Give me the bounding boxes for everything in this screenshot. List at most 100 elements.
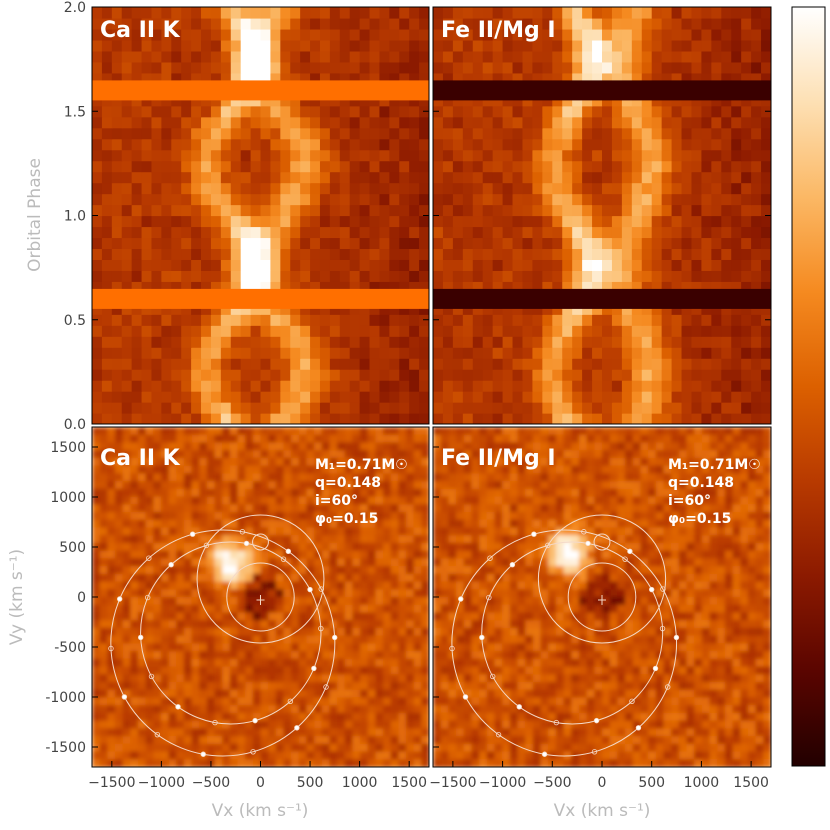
spectrum-pixel bbox=[512, 369, 524, 381]
map-pixel bbox=[383, 488, 392, 498]
map-pixel bbox=[176, 457, 185, 467]
spectrum-pixel bbox=[319, 215, 331, 228]
map-pixel bbox=[306, 597, 315, 606]
spectrum-pixel bbox=[409, 325, 420, 337]
spectrum-pixel bbox=[582, 336, 593, 348]
spectrum-pixel bbox=[300, 347, 311, 359]
map-pixel bbox=[183, 689, 193, 699]
spectrum-pixel bbox=[300, 105, 311, 118]
map-pixel bbox=[390, 427, 400, 436]
map-pixel bbox=[709, 488, 719, 498]
spectrum-pixel bbox=[191, 358, 202, 370]
spectrum-pixel bbox=[562, 182, 573, 195]
spectrum-pixel bbox=[691, 226, 703, 239]
map-pixel bbox=[229, 527, 239, 536]
map-pixel bbox=[245, 527, 254, 536]
spectrum-pixel bbox=[319, 248, 331, 260]
map-pixel bbox=[479, 442, 488, 451]
map-pixel bbox=[329, 697, 338, 706]
spectrum-pixel bbox=[101, 28, 113, 41]
spectrum-pixel bbox=[681, 402, 693, 414]
spectrum-pixel bbox=[101, 171, 113, 184]
map-pixel bbox=[540, 473, 550, 482]
map-pixel bbox=[352, 427, 361, 436]
spectrum-pixel bbox=[419, 303, 429, 315]
map-pixel bbox=[663, 496, 672, 506]
spectrum-pixel bbox=[300, 61, 311, 74]
map-pixel bbox=[360, 519, 369, 529]
spectrum-pixel bbox=[691, 50, 703, 63]
spectrum-pixel bbox=[141, 391, 153, 403]
map-pixel bbox=[314, 682, 323, 691]
spectrum-pixel bbox=[651, 281, 663, 293]
map-pixel bbox=[145, 620, 155, 629]
spectrum-pixel bbox=[181, 325, 192, 337]
map-pixel bbox=[229, 542, 239, 552]
spectrum-pixel bbox=[522, 72, 534, 85]
spectrum-pixel bbox=[339, 325, 351, 337]
map-pixel bbox=[471, 450, 480, 459]
spectrum-pixel bbox=[661, 116, 673, 129]
spectrum-pixel bbox=[369, 259, 381, 271]
map-pixel bbox=[107, 465, 116, 475]
map-pixel bbox=[306, 558, 315, 567]
spectrum-pixel bbox=[389, 369, 400, 381]
map-pixel bbox=[709, 434, 719, 444]
spectrum-pixel bbox=[240, 237, 252, 250]
spectrum-pixel bbox=[731, 39, 742, 52]
map-pixel bbox=[191, 581, 201, 591]
map-pixel bbox=[260, 658, 269, 668]
spectrum-pixel bbox=[482, 281, 494, 293]
spectrum-pixel bbox=[399, 248, 410, 260]
map-pixel bbox=[229, 535, 239, 544]
map-pixel bbox=[268, 728, 277, 737]
spectrum-pixel bbox=[641, 215, 653, 228]
map-pixel bbox=[390, 512, 400, 521]
map-pixel bbox=[122, 604, 132, 614]
spectrum-pixel bbox=[111, 28, 123, 41]
map-pixel bbox=[532, 457, 542, 467]
spectrum-pixel bbox=[552, 61, 563, 74]
spectrum-pixel bbox=[542, 303, 553, 315]
spectrum-pixel bbox=[641, 193, 653, 206]
spectrum-pixel bbox=[761, 193, 771, 206]
map-pixel bbox=[352, 705, 361, 714]
map-pixel bbox=[686, 488, 695, 498]
spectrum-pixel bbox=[290, 391, 301, 403]
map-pixel bbox=[329, 720, 338, 730]
spectrum-pixel bbox=[761, 270, 771, 282]
map-pixel bbox=[206, 705, 216, 714]
spectrum-pixel bbox=[161, 237, 172, 250]
spectrum-pixel bbox=[641, 94, 653, 107]
map-pixel bbox=[306, 504, 315, 513]
spectrum-pixel bbox=[409, 160, 420, 173]
spectrum-pixel bbox=[379, 61, 390, 74]
map-pixel bbox=[532, 488, 542, 498]
map-pixel bbox=[671, 465, 680, 475]
spectrum-pixel bbox=[201, 259, 212, 271]
spectrum-pixel bbox=[280, 358, 291, 370]
spectrum-pixel bbox=[280, 237, 291, 250]
map-pixel bbox=[306, 612, 315, 621]
map-pixel bbox=[502, 457, 511, 467]
spectrum-pixel bbox=[210, 270, 222, 282]
spectrum-pixel bbox=[433, 138, 444, 151]
map-pixel bbox=[237, 535, 246, 544]
spectrum-pixel bbox=[131, 413, 143, 424]
map-pixel bbox=[176, 620, 185, 629]
map-pixel bbox=[199, 759, 208, 767]
map-pixel bbox=[229, 627, 239, 637]
map-pixel bbox=[456, 434, 465, 444]
map-pixel bbox=[321, 427, 331, 436]
spectrum-pixel bbox=[101, 358, 113, 370]
spectrum-pixel bbox=[191, 94, 202, 107]
map-pixel bbox=[314, 635, 323, 645]
map-pixel bbox=[260, 674, 269, 683]
map-pixel bbox=[260, 604, 269, 614]
spectrum-pixel bbox=[512, 61, 524, 74]
spectrum-pixel bbox=[379, 380, 390, 392]
spectrum-pixel bbox=[681, 7, 693, 19]
spectrum-pixel bbox=[721, 39, 732, 52]
map-pixel bbox=[214, 465, 224, 475]
spectrum-pixel bbox=[171, 28, 182, 41]
